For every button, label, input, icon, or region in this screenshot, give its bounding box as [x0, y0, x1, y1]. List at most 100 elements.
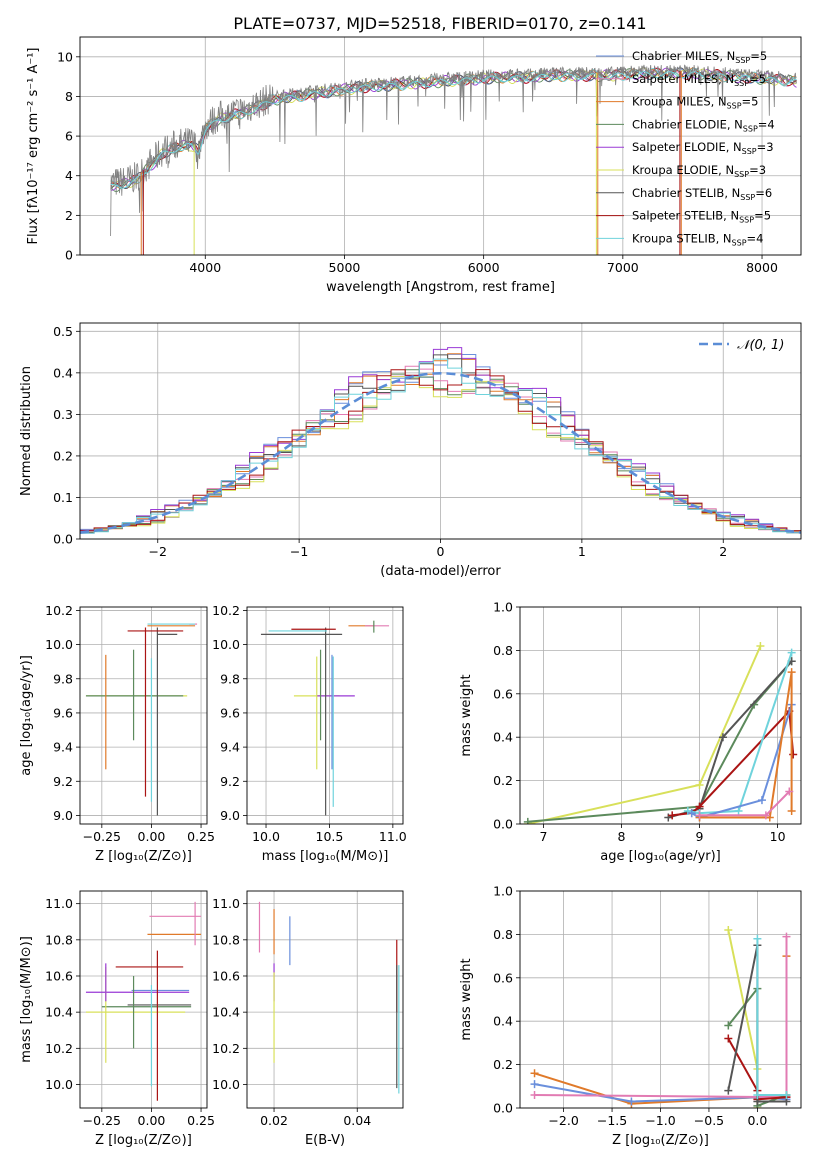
y-tick-label: 10.2	[212, 1041, 240, 1056]
y-tick-label: 4	[65, 168, 73, 183]
x-axis-label: Z [log₁₀(Z/Z⊙)]	[612, 1133, 709, 1148]
y-tick-label: 0.6	[493, 686, 513, 701]
weight-marker	[753, 934, 762, 943]
panel-weight_vs_age: 7 8 9 10 0.0 0.2 0.4 0.6 0.8 1.0 age [log₁₀(age/yr…	[459, 600, 802, 864]
axes-frame	[79, 606, 208, 825]
y-tick-label: 0.1	[53, 490, 73, 505]
weight-marker	[789, 750, 798, 759]
plot-area	[85, 901, 202, 1101]
x-tick-label: −0.5	[694, 1113, 724, 1128]
x-axis-label: (data-model)/error	[380, 564, 501, 579]
x-tick-label: 8000	[746, 260, 778, 275]
y-tick-label: 0.8	[493, 927, 513, 942]
axes-frame	[246, 890, 404, 1109]
x-tick-label: −1.0	[645, 1113, 675, 1128]
y-tick-label: 9.6	[220, 705, 240, 720]
legend-label: Kroupa MILES, NSSP=5	[632, 95, 758, 111]
histogram-salp_stelib	[80, 369, 801, 532]
x-tick-label: 7000	[607, 260, 639, 275]
weight-marker	[530, 1080, 539, 1089]
y-axis-label: age [log₁₀(age/yr)]	[19, 655, 34, 776]
x-tick-label: 0.00	[138, 829, 166, 844]
x-axis-label: Z [log₁₀(Z/Z⊙)]	[95, 1133, 192, 1148]
model-spectrum-krou_elodie	[110, 67, 797, 189]
y-tick-label: 10.6	[212, 968, 240, 983]
x-axis-label: wavelength [Angstrom, rest frame]	[326, 280, 555, 295]
axes-frame	[519, 606, 802, 825]
weight-marker	[757, 796, 766, 805]
x-tick-label: 10	[770, 829, 786, 844]
y-tick-label: 10.4	[212, 1005, 240, 1020]
histogram-chab_stelib	[80, 354, 801, 534]
axes-frame	[79, 890, 208, 1109]
grid	[520, 606, 801, 825]
x-tick-label: 0.00	[138, 1113, 166, 1128]
plot-area	[530, 926, 791, 1108]
weight-marker	[695, 811, 704, 820]
weight-marker	[782, 1090, 791, 1099]
y-tick-label: 0.4	[493, 730, 513, 745]
y-tick-label: 10.8	[212, 932, 240, 947]
weight-marker	[668, 811, 677, 820]
panel-age_vs_mass: 10.0 10.5 11.0 9.0 9.2 9.4 9.6 9.8 10.0 10.2 mass …	[212, 603, 407, 864]
y-tick-label: 9.8	[53, 671, 73, 686]
panel-mass_vs_Z: −0.25 0.00 0.25 10.0 10.2 10.4 10.6 10.8 11.0 Z […	[19, 890, 215, 1148]
x-tick-label: 7	[539, 829, 547, 844]
axes-frame	[79, 322, 802, 540]
weight-marker	[787, 648, 796, 657]
weight-marker	[695, 780, 704, 789]
y-axis-label: mass [log₁₀(M/M⊙)]	[19, 936, 34, 1063]
plot-area	[260, 620, 390, 816]
y-tick-label: 0.4	[493, 1014, 513, 1029]
y-tick-label: 9.6	[53, 705, 73, 720]
weight-marker	[761, 811, 770, 820]
weight-marker	[753, 1090, 762, 1099]
y-axis-label: mass weight	[459, 958, 474, 1040]
weight-marker	[782, 932, 791, 941]
x-tick-label: 0.25	[187, 1113, 215, 1128]
y-tick-label: 10.0	[45, 1077, 73, 1092]
legend-label: Chabrier STELIB, NSSP=6	[632, 186, 772, 202]
y-axis-label: Flux [fλ10⁻¹⁷ erg cm⁻² s⁻¹ A⁻¹]	[26, 48, 41, 245]
x-tick-label: 10.5	[316, 829, 344, 844]
y-tick-label: 2	[65, 208, 73, 223]
weight-marker	[724, 1086, 733, 1095]
axes-frame	[79, 36, 802, 256]
model-spectrum-top	[110, 71, 797, 189]
y-axis-label: Normed distribution	[19, 366, 34, 496]
plot-area	[110, 64, 797, 255]
x-tick-label: −1	[290, 544, 308, 559]
legend-label: Kroupa ELODIE, NSSP=3	[632, 163, 766, 179]
x-tick-label: 11.0	[379, 829, 407, 844]
y-tick-label: 1.0	[493, 884, 513, 899]
weight-marker	[787, 668, 796, 677]
weight-marker	[718, 733, 727, 742]
histogram-salp_elodie	[80, 347, 801, 533]
panel-mass_vs_EBV: 0.02 0.04 10.0 10.2 10.4 10.6 10.8 11.0 E(B-V)	[212, 890, 404, 1148]
weight-marker	[787, 806, 796, 815]
grid	[520, 890, 801, 1109]
y-tick-label: 11.0	[45, 896, 73, 911]
y-tick-label: 10.0	[212, 1077, 240, 1092]
y-tick-label: 10.2	[45, 1041, 73, 1056]
weight-line-krou_miles	[699, 671, 793, 819]
grid	[247, 891, 403, 1108]
weight-marker	[734, 806, 743, 815]
x-tick-label: 0.04	[343, 1113, 371, 1128]
legend-label: Salpeter MILES, NSSP=5	[632, 72, 766, 88]
x-tick-label: −0.25	[83, 829, 121, 844]
y-tick-label: 6	[65, 129, 73, 144]
x-tick-label: 5000	[329, 260, 361, 275]
weight-marker	[687, 809, 696, 818]
weight-marker	[627, 1097, 636, 1106]
y-tick-label: 0.0	[493, 817, 513, 832]
x-axis-label: age [log₁₀(age/yr)]	[600, 849, 721, 864]
figure-title: PLATE=0737, MJD=52518, FIBERID=0170, z=0…	[233, 14, 646, 33]
legend-label: Kroupa STELIB, NSSP=4	[632, 231, 763, 247]
y-tick-label: 0.4	[53, 365, 73, 380]
weight-marker	[724, 926, 733, 935]
plot-area	[80, 347, 801, 534]
x-axis-label: mass [log₁₀(M/M⊙)]	[262, 849, 389, 864]
y-tick-label: 11.0	[212, 896, 240, 911]
